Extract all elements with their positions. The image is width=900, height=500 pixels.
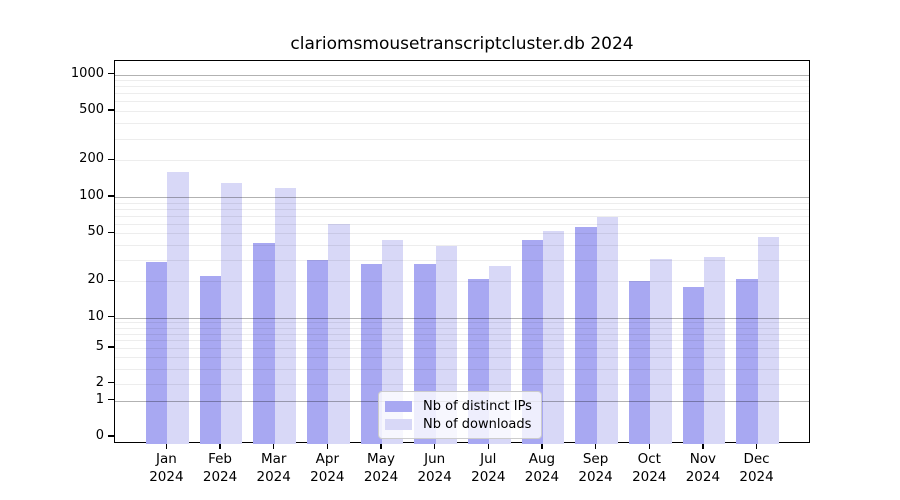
bar-distinct-ips-feb	[199, 276, 222, 444]
x-tick-label-feb: Feb 2024	[202, 451, 238, 485]
y-tick-1	[108, 398, 114, 401]
bar-distinct-ips-mar	[253, 242, 275, 444]
x-tick-label-oct: Oct 2024	[632, 451, 667, 485]
legend-item-distinct-ips: Nb of distinct IPs	[385, 397, 533, 416]
legend-item-downloads: Nb of downloads	[385, 416, 533, 435]
y-tick-5	[108, 346, 114, 348]
bar-distinct-ips-oct	[628, 281, 651, 444]
x-tick-label-nov: Nov 2024	[685, 451, 721, 485]
chart-title: clariomsmousetranscriptcluster.db 2024	[290, 34, 634, 54]
bar-distinct-ips-apr	[306, 260, 329, 444]
x-tick-label-jun: Jun 2024	[417, 451, 452, 485]
x-tick-jun	[433, 444, 436, 449]
x-tick-label-jul: Jul 2024	[471, 451, 506, 485]
y-tick-50	[108, 231, 114, 234]
bar-distinct-ips-jan	[146, 262, 168, 444]
y-tick-label-1: 1	[95, 391, 104, 407]
x-tick-label-may: May 2024	[363, 451, 399, 485]
x-tick-feb	[219, 444, 221, 449]
legend-swatch-distinct-ips	[385, 400, 412, 412]
y-tick-label-50: 50	[87, 224, 104, 240]
y-tick-10	[108, 315, 114, 318]
bar-downloads-nov	[703, 256, 726, 444]
x-tick-jul	[487, 444, 490, 449]
y-tick-0	[108, 435, 114, 437]
bar-downloads-dec	[757, 236, 779, 444]
y-tick-label-200: 200	[79, 151, 104, 167]
x-tick-oct	[648, 444, 650, 449]
y-tick-1000	[108, 72, 114, 75]
bar-downloads-feb	[221, 183, 243, 444]
x-tick-aug	[541, 444, 543, 449]
bar-distinct-ips-dec	[736, 278, 758, 444]
bars-layer	[115, 61, 809, 444]
x-tick-label-aug: Aug 2024	[524, 451, 560, 485]
y-tick-label-0: 0	[95, 428, 104, 443]
bar-downloads-jan	[167, 172, 189, 444]
y-tick-label-1000: 1000	[70, 65, 104, 81]
x-tick-label-mar: Mar 2024	[256, 451, 291, 485]
y-tick-label-20: 20	[87, 272, 104, 288]
x-tick-sep	[594, 444, 597, 449]
legend: Nb of distinct IPs Nb of downloads	[378, 391, 542, 439]
y-tick-100	[108, 195, 114, 197]
y-tick-label-10: 10	[87, 308, 104, 324]
y-tick-label-2: 2	[95, 374, 104, 390]
y-tick-200	[108, 158, 114, 161]
plot-area	[114, 60, 810, 444]
bar-downloads-aug	[542, 231, 565, 444]
legend-swatch-downloads	[385, 419, 412, 431]
x-tick-mar	[272, 444, 275, 449]
bar-downloads-sep	[596, 217, 618, 444]
x-tick-nov	[702, 444, 704, 449]
y-tick-500	[108, 109, 114, 111]
x-tick-label-jan: Jan 2024	[149, 451, 184, 485]
x-tick-may	[380, 444, 382, 449]
x-tick-label-apr: Apr 2024	[310, 451, 345, 485]
bar-downloads-apr	[328, 223, 350, 444]
legend-label-distinct-ips: Nb of distinct IPs	[423, 398, 532, 414]
bar-downloads-oct	[650, 258, 672, 444]
bar-downloads-mar	[274, 188, 297, 444]
bar-distinct-ips-nov	[682, 286, 704, 444]
bar-distinct-ips-may	[360, 263, 382, 444]
y-tick-2	[108, 381, 114, 384]
bar-distinct-ips-sep	[575, 227, 597, 444]
x-tick-label-dec: Dec 2024	[739, 451, 774, 485]
y-tick-label-5: 5	[95, 339, 104, 354]
x-tick-dec	[755, 444, 758, 449]
y-tick-label-100: 100	[79, 188, 104, 203]
y-tick-label-500: 500	[79, 102, 104, 117]
x-tick-jan	[165, 444, 168, 449]
x-tick-apr	[326, 444, 329, 449]
y-tick-20	[108, 279, 114, 282]
x-tick-label-sep: Sep 2024	[578, 451, 613, 485]
legend-label-downloads: Nb of downloads	[423, 417, 532, 433]
